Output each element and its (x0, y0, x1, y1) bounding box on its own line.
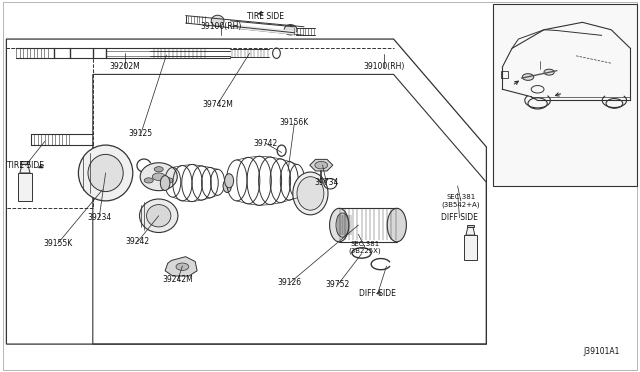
Text: DIFF SIDE: DIFF SIDE (441, 213, 478, 222)
Ellipse shape (140, 199, 178, 232)
Text: J39101A1: J39101A1 (584, 347, 620, 356)
Polygon shape (310, 159, 333, 171)
Text: 39126: 39126 (278, 278, 302, 287)
Ellipse shape (223, 179, 232, 193)
Ellipse shape (387, 208, 406, 242)
Text: SEC.381
(3B225X): SEC.381 (3B225X) (349, 241, 381, 254)
Bar (18, 173, 32, 201)
Ellipse shape (284, 25, 297, 35)
Circle shape (144, 178, 153, 183)
Circle shape (154, 167, 163, 172)
Ellipse shape (147, 205, 171, 227)
Ellipse shape (300, 176, 308, 188)
Bar (493, 4, 637, 186)
Ellipse shape (522, 74, 534, 80)
Text: TIRE SIDE: TIRE SIDE (247, 12, 284, 21)
Circle shape (176, 263, 189, 270)
Ellipse shape (211, 15, 224, 26)
Ellipse shape (336, 213, 349, 237)
Bar (464, 235, 477, 260)
Ellipse shape (292, 172, 328, 215)
Text: 39100(RH): 39100(RH) (200, 22, 241, 31)
Ellipse shape (79, 145, 133, 201)
Circle shape (152, 173, 165, 180)
Bar (21, 161, 29, 164)
Text: 39155K: 39155K (43, 239, 72, 248)
Ellipse shape (88, 154, 124, 192)
Text: 39742: 39742 (253, 139, 278, 148)
Text: 39752: 39752 (326, 280, 350, 289)
Text: 39242: 39242 (125, 237, 150, 246)
Polygon shape (466, 227, 475, 235)
Text: 39234: 39234 (87, 213, 111, 222)
Text: 39742M: 39742M (202, 100, 233, 109)
Bar (501, 71, 508, 78)
Circle shape (164, 178, 173, 183)
Text: 39100(RH): 39100(RH) (364, 62, 404, 71)
Ellipse shape (140, 163, 177, 190)
Text: 39202M: 39202M (109, 62, 140, 71)
Ellipse shape (160, 176, 170, 190)
Bar (467, 225, 474, 227)
Text: 39242M: 39242M (163, 275, 193, 284)
Text: 39125: 39125 (129, 129, 153, 138)
Text: TIRE SIDE: TIRE SIDE (7, 161, 44, 170)
Ellipse shape (544, 69, 554, 75)
Text: DIFF SIDE: DIFF SIDE (359, 289, 396, 298)
Text: SEC.381
(3B542+A): SEC.381 (3B542+A) (442, 194, 480, 208)
Circle shape (315, 161, 328, 169)
Ellipse shape (330, 208, 349, 242)
Polygon shape (20, 164, 30, 173)
Text: 39156K: 39156K (280, 118, 309, 127)
Text: 39734: 39734 (314, 178, 339, 187)
Ellipse shape (225, 174, 234, 188)
Polygon shape (165, 257, 197, 276)
Ellipse shape (297, 177, 324, 210)
